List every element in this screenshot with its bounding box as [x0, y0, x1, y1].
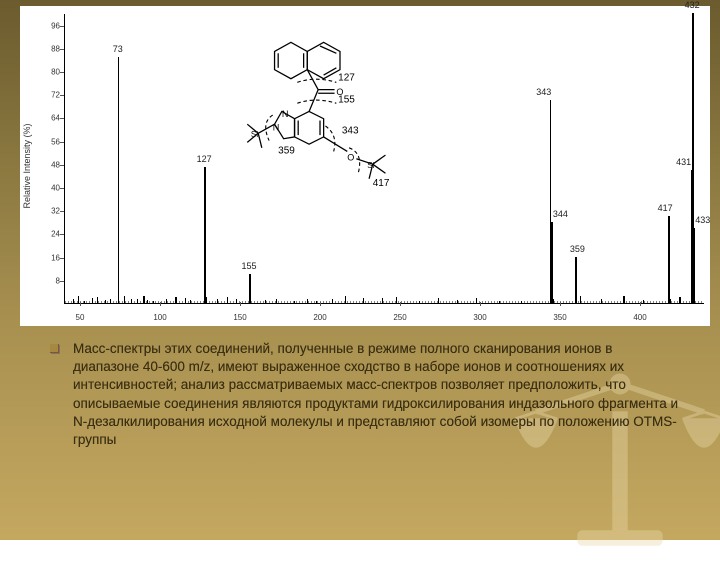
peak-label-432: 432: [685, 0, 700, 10]
y-axis-label: Relative Intensity (%): [22, 123, 32, 208]
y-tick-label: 8: [38, 276, 60, 285]
noise-peak: [131, 299, 132, 303]
noise-peak: [175, 297, 176, 303]
y-tick-label: 72: [38, 91, 60, 100]
noise-peak: [332, 299, 333, 303]
noise-peak: [97, 297, 98, 303]
noise-peak: [92, 298, 93, 303]
y-tick-label: 88: [38, 44, 60, 53]
noise-peak: [153, 301, 154, 304]
peak-155: [249, 274, 251, 303]
noise-peak: [143, 296, 144, 303]
noise-peak: [294, 301, 295, 303]
y-tick-label: 48: [38, 160, 60, 169]
noise-peak: [84, 301, 85, 303]
caption-text: Масс-спектры этих соединений, полученные…: [73, 340, 680, 449]
peak-label-431: 431: [676, 157, 691, 167]
peak-417: [668, 216, 670, 303]
noise-peak: [499, 301, 500, 303]
noise-peak: [276, 299, 277, 303]
noise-peak: [623, 296, 624, 303]
x-tick-label: 350: [553, 313, 566, 322]
noise-peak: [316, 301, 317, 303]
noise-peak: [580, 296, 581, 303]
peak-359: [575, 257, 577, 303]
y-tick-label: 24: [38, 230, 60, 239]
noise-peak: [419, 301, 420, 303]
mass-spectrum-chart: Relative Intensity (%) 73 127 155 343 344 359…: [20, 6, 710, 326]
noise-peak: [307, 299, 308, 303]
noise-peak: [438, 298, 439, 303]
plot-area: 73127155343344359417431432433: [64, 14, 704, 304]
peak-label-359: 359: [570, 244, 585, 254]
y-tick-label: 64: [38, 114, 60, 123]
bullet-icon: [50, 344, 59, 353]
x-tick-label: 150: [233, 313, 246, 322]
noise-peak: [396, 297, 397, 303]
peak-label-343: 343: [536, 87, 551, 97]
y-tick-label: 40: [38, 184, 60, 193]
noise-peak: [236, 299, 237, 303]
x-tick-label: 300: [473, 313, 486, 322]
x-tick-label: 100: [153, 313, 166, 322]
noise-peak: [166, 299, 167, 303]
noise-peak: [185, 298, 186, 303]
x-tick-label: 400: [633, 313, 646, 322]
noise-peak: [124, 296, 125, 303]
caption-block: Масс-спектры этих соединений, полученные…: [50, 340, 680, 449]
noise-peak: [217, 299, 218, 303]
y-tick-label: 32: [38, 207, 60, 216]
noise-peak: [457, 300, 458, 303]
noise-peak: [137, 299, 138, 303]
noise-peak: [227, 297, 228, 303]
peak-label-155: 155: [241, 261, 256, 271]
peak-label-344: 344: [553, 209, 568, 219]
y-tick-label: 80: [38, 68, 60, 77]
y-tick-label: 56: [38, 137, 60, 146]
peak-label-433: 433: [695, 215, 710, 225]
peak-127: [204, 167, 206, 303]
noise-peak: [553, 299, 554, 303]
noise-peak: [643, 300, 644, 303]
peak-label-127: 127: [197, 154, 212, 164]
x-tick-label: 50: [76, 313, 85, 322]
y-tick-label: 16: [38, 253, 60, 262]
peak-433: [694, 228, 696, 303]
noise-peak: [363, 298, 364, 303]
noise-peak: [521, 301, 522, 303]
noise-peak: [265, 300, 266, 303]
x-tick-label: 250: [393, 313, 406, 322]
noise-peak: [190, 300, 191, 303]
noise-peak: [110, 299, 111, 303]
peak-label-417: 417: [658, 203, 673, 213]
peak-label-73: 73: [113, 44, 123, 54]
noise-peak: [382, 298, 383, 303]
x-tick-label: 200: [313, 313, 326, 322]
peak-73: [118, 57, 120, 304]
peak-344: [551, 222, 553, 303]
noise-peak: [105, 300, 106, 303]
noise-peak: [679, 297, 680, 303]
noise-peak: [670, 299, 671, 303]
noise-peak: [78, 296, 79, 303]
noise-peak: [73, 299, 74, 303]
noise-peak: [147, 300, 148, 303]
noise-peak: [476, 298, 477, 303]
noise-peak: [206, 297, 207, 303]
noise-peak: [601, 299, 602, 303]
y-tick-label: 96: [38, 21, 60, 30]
noise-peak: [345, 296, 346, 303]
